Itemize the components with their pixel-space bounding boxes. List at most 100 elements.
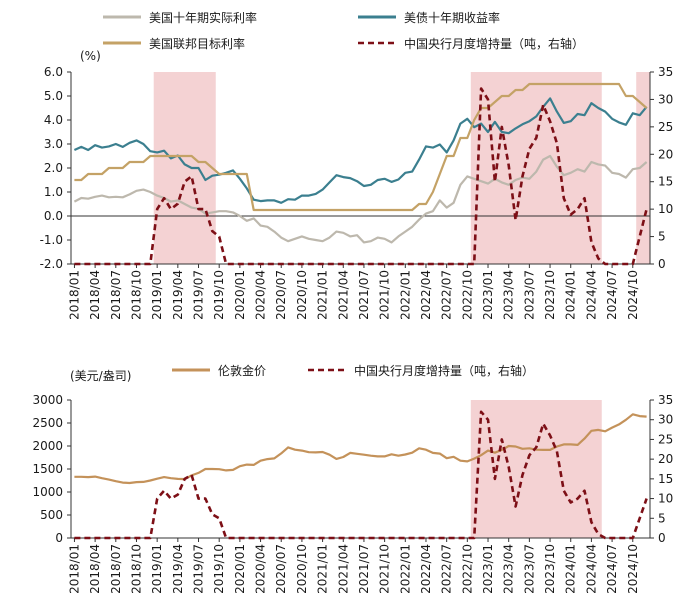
y-right-tick-label: 35 xyxy=(658,393,673,407)
x-tick-label: 2020/01 xyxy=(233,270,247,320)
x-tick-label: 2018/10 xyxy=(129,544,143,594)
x-tick-label: 2022/04 xyxy=(419,270,433,320)
x-tick-label: 2021/01 xyxy=(316,270,330,320)
y-left-tick-label: 3000 xyxy=(32,393,63,407)
x-tick-label: 2023/04 xyxy=(502,270,516,320)
x-tick-label: 2024/10 xyxy=(626,544,640,594)
y-right-tick-label: 20 xyxy=(658,147,673,161)
chart-bottom-gold: 3000 2500 2000 1500 1000 500 0 35 30 25 20 15 10 5 0 20… xyxy=(32,363,673,594)
x-tick-label: 2023/01 xyxy=(481,544,495,594)
y-right-tick-label: 10 xyxy=(658,202,673,216)
series-line-0 xyxy=(73,154,648,244)
legend-label-1: 美债十年期收益率 xyxy=(404,10,500,25)
x-tick-label: 2018/01 xyxy=(67,270,81,320)
y-left-tick-label: 4.0 xyxy=(44,113,63,127)
y-left-tick-label: 1.0 xyxy=(44,185,63,199)
x-tick-label: 2023/10 xyxy=(543,270,557,320)
y-right-tick-label: 25 xyxy=(658,120,673,134)
x-tick-label: 2023/01 xyxy=(481,270,495,320)
x-tick-label: 2024/07 xyxy=(605,270,619,320)
x-tick-label: 2021/10 xyxy=(378,544,392,594)
x-tick-label: 2021/07 xyxy=(357,544,371,594)
legend-label-0: 伦敦金价 xyxy=(218,363,266,378)
shaded-period xyxy=(153,72,216,264)
y-right-tick-label: 5 xyxy=(658,230,666,244)
x-tick-label: 2023/07 xyxy=(522,270,536,320)
y-right-tick-label: 10 xyxy=(658,492,673,506)
y-left-tick-label: -1.0 xyxy=(40,233,63,247)
x-tick-label: 2018/01 xyxy=(67,544,81,594)
y-left-tick-label: 1500 xyxy=(32,462,63,476)
x-tick-label: 2024/01 xyxy=(564,270,578,320)
x-tick-label: 2019/01 xyxy=(150,270,164,320)
y-left-tick-label: 0.0 xyxy=(44,209,63,223)
series-line-3 xyxy=(74,87,648,266)
x-tick-label: 2022/10 xyxy=(460,544,474,594)
x-tick-label: 2024/04 xyxy=(584,270,598,320)
x-tick-label: 2020/07 xyxy=(274,544,288,594)
x-tick-label: 2021/04 xyxy=(336,544,350,594)
y-unit-label: (美元/盎司) xyxy=(70,369,131,383)
chart-top-rates: 6.0 5.0 4.0 3.0 2.0 1.0 0.0 -1.0 -2.0 35 30 25 20 15 1… xyxy=(40,10,674,320)
x-tick-label: 2018/07 xyxy=(109,270,123,320)
y-right-tick-label: 0 xyxy=(658,531,666,545)
x-tick-label: 2023/07 xyxy=(522,544,536,594)
x-tick-label: 2019/01 xyxy=(150,544,164,594)
x-tick-label: 2023/04 xyxy=(502,544,516,594)
x-tick-label: 2021/10 xyxy=(378,270,392,320)
shaded-period xyxy=(470,400,602,538)
series-line-1 xyxy=(73,97,648,204)
y-left-tick-label: 3.0 xyxy=(44,137,63,151)
x-tick-label: 2021/01 xyxy=(316,544,330,594)
shaded-period xyxy=(470,72,602,264)
y-right-tick-label: 20 xyxy=(658,452,673,466)
x-tick-label: 2018/07 xyxy=(109,544,123,594)
legend-label-1: 中国央行月度增持量（吨，右轴） xyxy=(354,363,534,378)
x-tick-label: 2024/04 xyxy=(584,544,598,594)
x-tick-label: 2019/07 xyxy=(192,544,206,594)
x-tick-label: 2020/04 xyxy=(254,270,268,320)
y-left-tick-label: 2500 xyxy=(32,416,63,430)
y-right-tick-label: 15 xyxy=(658,472,673,486)
x-tick-label: 2024/01 xyxy=(564,544,578,594)
y-left-tick-label: 500 xyxy=(40,508,63,522)
x-tick-label: 2018/10 xyxy=(129,270,143,320)
legend-label-0: 美国十年期实际利率 xyxy=(149,10,257,25)
y-left-tick-label: 6.0 xyxy=(44,65,63,79)
series-line-2 xyxy=(74,82,648,212)
y-right-tick-label: 5 xyxy=(658,511,666,525)
x-tick-label: 2023/10 xyxy=(543,544,557,594)
y-left-tick-label: 1000 xyxy=(32,485,63,499)
x-tick-label: 2020/10 xyxy=(295,270,309,320)
legend-label-3: 中国央行月度增持量（吨，右轴） xyxy=(404,36,584,51)
y-left-tick-label: 0 xyxy=(55,531,63,545)
x-tick-label: 2019/10 xyxy=(212,270,226,320)
legend-label-2: 美国联邦目标利率 xyxy=(149,36,245,51)
x-tick-label: 2019/04 xyxy=(171,544,185,594)
x-tick-label: 2020/07 xyxy=(274,270,288,320)
x-tick-label: 2020/04 xyxy=(254,544,268,594)
y-left-tick-label: 2.0 xyxy=(44,161,63,175)
x-tick-label: 2022/07 xyxy=(440,544,454,594)
x-tick-label: 2018/04 xyxy=(88,544,102,594)
y-right-tick-label: 30 xyxy=(658,92,673,106)
y-left-tick-label: 2000 xyxy=(32,439,63,453)
y-unit-label: (%) xyxy=(80,49,101,63)
y-left-tick-label: 5.0 xyxy=(44,89,63,103)
x-tick-label: 2022/01 xyxy=(398,270,412,320)
y-right-tick-label: 25 xyxy=(658,432,673,446)
y-right-tick-label: 0 xyxy=(658,257,666,271)
x-tick-label: 2024/07 xyxy=(605,544,619,594)
x-tick-label: 2018/04 xyxy=(88,270,102,320)
x-tick-label: 2022/07 xyxy=(440,270,454,320)
x-tick-label: 2020/01 xyxy=(233,544,247,594)
x-tick-label: 2019/04 xyxy=(171,270,185,320)
x-tick-label: 2020/10 xyxy=(295,544,309,594)
x-tick-label: 2022/10 xyxy=(460,270,474,320)
x-tick-label: 2024/10 xyxy=(626,270,640,320)
series-line-0 xyxy=(74,413,647,485)
y-right-tick-label: 15 xyxy=(658,175,673,189)
y-left-tick-label: -2.0 xyxy=(40,257,63,271)
x-tick-label: 2019/10 xyxy=(212,544,226,594)
